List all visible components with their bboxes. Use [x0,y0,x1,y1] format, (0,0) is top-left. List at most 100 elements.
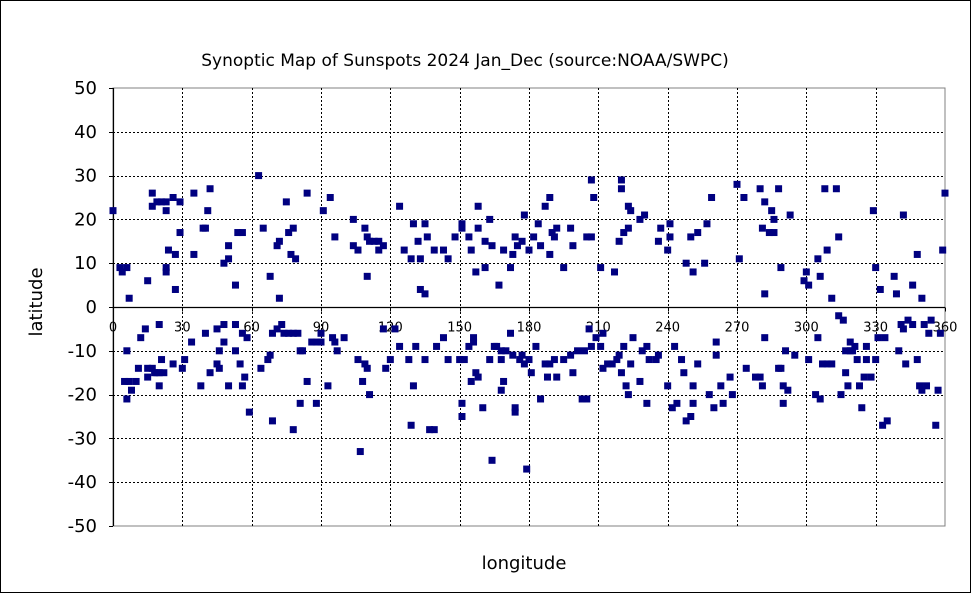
data-point [925,329,933,337]
data-point [421,356,429,364]
data-point [259,224,267,232]
data-point [530,233,538,241]
data-point [317,329,325,337]
data-point [331,233,339,241]
data-point [770,229,778,237]
data-point [916,382,924,390]
data-point [285,229,293,237]
data-point [280,329,288,337]
data-point [574,347,582,355]
x-tick-label: 180 [517,321,542,336]
data-point [819,360,827,368]
data-point [155,369,163,377]
data-point [687,233,695,241]
data-point [407,421,415,429]
data-point [758,224,766,232]
data-point [636,215,644,223]
data-point [213,360,221,368]
data-point [507,329,515,337]
data-point [125,294,133,302]
data-point [458,224,466,232]
data-point [694,360,702,368]
data-point [578,395,586,403]
data-point [816,395,824,403]
data-point [550,356,558,364]
data-point [206,185,214,193]
data-point [543,373,551,381]
data-point [414,237,422,245]
data-point [567,351,575,359]
data-point [853,356,861,364]
data-point [363,364,371,372]
data-point [587,233,595,241]
data-point [553,224,561,232]
data-point [326,194,334,201]
data-point [162,198,170,206]
data-point [802,268,810,276]
data-point [939,246,947,254]
data-point [705,391,713,399]
data-point [527,369,535,377]
data-point [876,285,884,293]
data-point [913,356,921,364]
data-point [516,356,524,364]
data-point [627,207,635,215]
data-point [615,351,623,359]
data-point [735,255,743,263]
data-point [176,229,184,237]
data-point [509,351,517,359]
data-point [936,329,944,337]
data-point [855,382,863,390]
data-point [132,377,140,385]
data-point [821,185,829,193]
data-point [689,382,697,390]
data-point [828,360,836,368]
data-point [497,347,505,355]
data-point [899,211,907,219]
data-point [761,334,769,342]
data-point [375,246,383,254]
data-point [287,250,295,258]
data-point [396,342,404,350]
chart-title: Synoptic Map of Sunspots 2024 Jan_Dec (s… [201,51,728,71]
data-point [909,321,917,329]
data-point [312,399,320,407]
data-point [366,237,374,245]
data-point [768,207,776,215]
data-point [121,377,129,385]
data-point [409,220,417,228]
data-point [176,198,184,206]
data-point [144,373,152,381]
data-point [858,404,866,412]
data-point [703,220,711,228]
data-point [215,364,223,372]
data-point [456,356,464,364]
data-point [800,277,808,285]
data-point [148,189,156,197]
x-tick-label: 330 [863,321,888,336]
data-point [458,399,466,407]
data-point [622,382,630,390]
data-point [784,386,792,394]
data-point [758,382,766,390]
data-point [220,338,228,346]
data-point [488,242,496,250]
data-point [740,194,748,201]
data-point [756,373,764,381]
data-point [835,233,843,241]
data-point [181,356,189,364]
data-point [225,382,233,390]
data-point [814,255,822,263]
y-tick-label: -20 [68,385,97,406]
data-point [541,360,549,368]
data-point [340,334,348,342]
data-point [839,316,847,324]
data-point [851,342,859,350]
y-tick-label: 10 [74,253,97,274]
data-point [728,391,736,399]
data-point [148,202,156,210]
data-point [238,229,246,237]
data-point [354,246,362,254]
data-point [624,391,632,399]
